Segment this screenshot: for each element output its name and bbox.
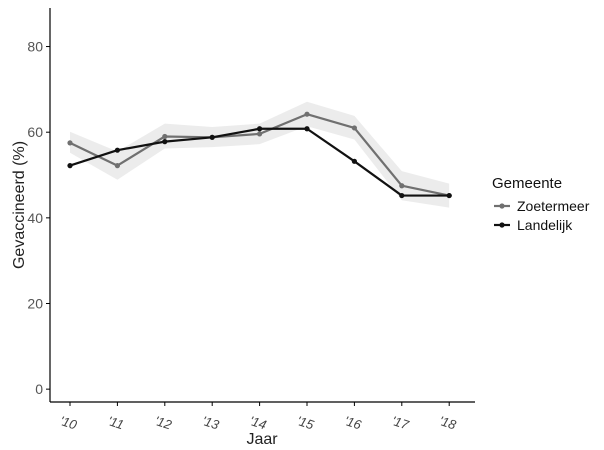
x-tick-label: '12 [153, 413, 174, 433]
data-point-landelijk [209, 134, 215, 140]
data-point-zoetermeer [67, 140, 73, 146]
y-tick-label: 0 [35, 381, 43, 397]
data-point-zoetermeer [351, 125, 357, 131]
x-tick-label: '14 [248, 413, 269, 433]
legend-items: Zoetermeer Landelijk [494, 198, 590, 233]
legend-title: Gemeente [492, 175, 562, 192]
axes-layer [49, 8, 475, 403]
x-tick-label: '15 [295, 413, 316, 433]
y-ticks-layer: 0 20 40 60 80 [27, 39, 50, 397]
data-point-zoetermeer [162, 133, 168, 140]
y-tick-label: 60 [27, 124, 43, 140]
legend: Gemeente Zoetermeer Landelijk [492, 175, 590, 233]
legend-label-landelijk: Landelijk [517, 217, 573, 233]
data-point-landelijk [351, 158, 357, 164]
x-tick-label: '13 [200, 413, 221, 433]
data-point-zoetermeer [114, 163, 120, 169]
y-tick-label: 80 [27, 39, 43, 55]
series-landelijk [67, 126, 452, 199]
confidence-band-zoetermeer [70, 101, 450, 208]
legend-marker-zoetermeer [499, 203, 505, 209]
data-point-landelijk [67, 163, 73, 169]
data-point-landelijk [162, 139, 168, 145]
x-tick-label: '11 [106, 413, 126, 432]
data-point-landelijk [114, 147, 120, 153]
data-point-zoetermeer [304, 111, 310, 117]
data-point-zoetermeer [399, 183, 405, 189]
data-point-landelijk [446, 192, 452, 199]
y-tick-label: 20 [27, 296, 43, 312]
data-point-landelijk [399, 192, 405, 199]
x-tick-label: '10 [58, 413, 79, 433]
data-point-landelijk [257, 126, 263, 132]
x-ticks-layer: '10 '11 '12 '13 '14 '15 '16 '17 '18 [58, 402, 459, 433]
legend-item-zoetermeer: Zoetermeer [494, 198, 590, 214]
x-tick-label: '16 [342, 413, 363, 433]
series-layer [67, 111, 452, 199]
legend-item-landelijk: Landelijk [494, 217, 573, 233]
data-point-zoetermeer [257, 131, 263, 137]
legend-marker-landelijk [499, 222, 505, 228]
confidence-band-layer [70, 101, 450, 208]
legend-label-zoetermeer: Zoetermeer [517, 198, 590, 214]
y-axis-title: Gevaccineerd (%) [11, 141, 28, 269]
y-tick-label: 40 [27, 210, 43, 226]
x-tick-label: '18 [437, 413, 458, 433]
x-axis-title: Jaar [246, 431, 278, 448]
x-tick-label: '17 [390, 413, 411, 433]
data-point-landelijk [304, 126, 310, 132]
